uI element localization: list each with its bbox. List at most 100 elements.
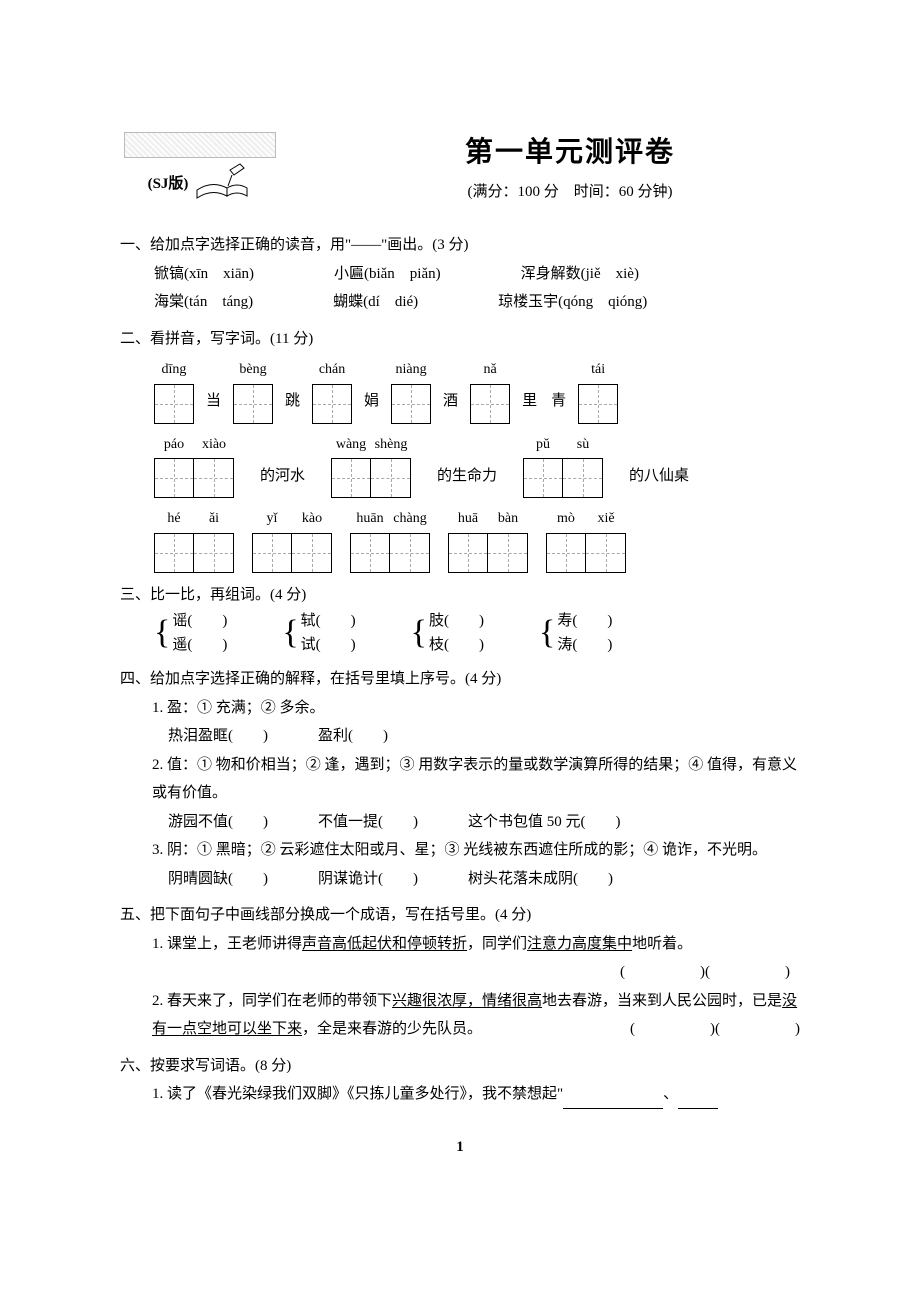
pinyin: dīng bbox=[154, 357, 194, 384]
blank-input[interactable] bbox=[678, 1093, 718, 1109]
s5-q1-paren[interactable]: ( )( ) bbox=[120, 958, 800, 987]
book-pen-icon bbox=[192, 160, 252, 200]
char-box[interactable] bbox=[391, 384, 431, 424]
text: ，全是来春游的少先队员。 bbox=[302, 1021, 482, 1037]
char-box[interactable] bbox=[578, 384, 618, 424]
s1-item: 锨镐(xīn xiān) bbox=[154, 260, 254, 289]
pinyin: kào bbox=[292, 506, 332, 533]
s2-row1: dīng 当 bèng 跳 chán 娟 niàng 酒 nǎ 里 青 tái bbox=[154, 357, 800, 424]
pinyin: yǐ bbox=[252, 506, 292, 533]
pinyin: pǔ bbox=[523, 432, 563, 459]
pinyin: huā bbox=[448, 506, 488, 533]
header-left: (SJ版) bbox=[120, 132, 280, 200]
pinyin: niàng bbox=[391, 357, 431, 384]
main-title: 第一单元测评卷 bbox=[340, 130, 800, 170]
brace-icon: { bbox=[411, 616, 427, 650]
char-box[interactable] bbox=[371, 458, 411, 498]
text: 1. 读了《春光染绿我们双脚》《只拣儿童多处行》，我不禁想起" bbox=[152, 1086, 563, 1102]
underline-phrase: 声音高低起伏和停顿转折 bbox=[302, 936, 467, 952]
char-box[interactable] bbox=[194, 458, 234, 498]
hanzi-after: 的八仙桌 bbox=[629, 462, 689, 499]
word: 轼( bbox=[301, 613, 321, 629]
s2-row2: páoxiào 的河水 wàngshèng 的生命力 pǔsù 的八仙桌 bbox=[154, 432, 800, 499]
s1-item: 海棠(tán táng) bbox=[154, 288, 253, 317]
subtitle: (满分：100 分 时间：60 分钟) bbox=[340, 180, 800, 201]
word: 谣( bbox=[172, 613, 192, 629]
opt: 阴晴圆缺( ) bbox=[168, 865, 268, 894]
text: 2. 春天来了，同学们在老师的带领下 bbox=[152, 993, 392, 1009]
s1-item: 蝴蝶(dí dié) bbox=[333, 288, 418, 317]
header: (SJ版) 第一单元测评卷 (满分：100 分 时间：60 分钟) bbox=[120, 130, 800, 201]
section-6-head: 六、按要求写词语。(8 分) bbox=[120, 1052, 800, 1081]
char-box[interactable] bbox=[154, 384, 194, 424]
pinyin: hé bbox=[154, 506, 194, 533]
pinyin: nǎ bbox=[470, 357, 510, 384]
char-box[interactable] bbox=[233, 384, 273, 424]
logo-scratch bbox=[124, 132, 276, 158]
pinyin: bàn bbox=[488, 506, 528, 533]
sj-edition: (SJ版) bbox=[148, 172, 189, 193]
section-1-head: 一、给加点字选择正确的读音，用"——"画出。(3 分) bbox=[120, 231, 800, 260]
s1-row2: 海棠(tán táng) 蝴蝶(dí dié) 琼楼玉宇(qóng qióng) bbox=[120, 288, 800, 317]
char-box[interactable] bbox=[312, 384, 352, 424]
brace-icon: { bbox=[539, 616, 555, 650]
word: 枝( bbox=[429, 637, 449, 653]
char-box[interactable] bbox=[390, 533, 430, 573]
word: 肢( bbox=[429, 613, 449, 629]
hanzi-after: 娟 bbox=[364, 387, 379, 424]
char-box[interactable] bbox=[154, 533, 194, 573]
hanzi-after: 跳 bbox=[285, 387, 300, 424]
hanzi-after: 的生命力 bbox=[437, 462, 497, 499]
s6-q1: 1. 读了《春光染绿我们双脚》《只拣儿童多处行》，我不禁想起" 、 bbox=[120, 1080, 800, 1109]
text: 1. 课堂上，王老师讲得 bbox=[152, 936, 302, 952]
word: 试( bbox=[301, 637, 321, 653]
s1-item: 小匾(biǎn piǎn) bbox=[334, 260, 441, 289]
char-box[interactable] bbox=[546, 533, 586, 573]
page-number: 1 bbox=[120, 1139, 800, 1156]
s2-row3: héǎi yǐkào huānchàng huābàn mòxiě bbox=[154, 506, 800, 573]
opt: 盈利( ) bbox=[318, 722, 388, 751]
char-box[interactable] bbox=[350, 533, 390, 573]
char-box[interactable] bbox=[194, 533, 234, 573]
s1-item: 琼楼玉宇(qóng qióng) bbox=[498, 288, 647, 317]
pinyin: sù bbox=[563, 432, 603, 459]
char-box[interactable] bbox=[488, 533, 528, 573]
s5-q2: 2. 春天来了，同学们在老师的带领下兴趣很浓厚，情绪很高地去春游，当来到人民公园… bbox=[120, 987, 800, 1044]
char-box[interactable] bbox=[470, 384, 510, 424]
char-box[interactable] bbox=[586, 533, 626, 573]
opt: 不值一提( ) bbox=[318, 808, 418, 837]
pinyin: shèng bbox=[371, 432, 411, 459]
s1-row1: 锨镐(xīn xiān) 小匾(biǎn piǎn) 浑身解数(jiě xiè) bbox=[120, 260, 800, 289]
s5-q2-paren[interactable]: ( )( ) bbox=[630, 1015, 800, 1044]
pinyin: huān bbox=[350, 506, 390, 533]
pinyin: ǎi bbox=[194, 506, 234, 533]
pinyin: tái bbox=[578, 357, 618, 384]
char-box[interactable] bbox=[252, 533, 292, 573]
s5-q1: 1. 课堂上，王老师讲得声音高低起伏和停顿转折，同学们注意力高度集中地听着。 bbox=[120, 930, 800, 959]
word: 涛( bbox=[557, 637, 577, 653]
char-box[interactable] bbox=[331, 458, 371, 498]
pinyin: wàng bbox=[331, 432, 371, 459]
char-box[interactable] bbox=[563, 458, 603, 498]
section-3-head: 三、比一比，再组词。(4 分) bbox=[120, 581, 800, 610]
brace-icon: { bbox=[282, 616, 298, 650]
opt: 这个书包值 50 元( ) bbox=[468, 808, 621, 837]
char-box[interactable] bbox=[154, 458, 194, 498]
char-box[interactable] bbox=[292, 533, 332, 573]
hanzi-after: 酒 bbox=[443, 387, 458, 424]
pinyin: chàng bbox=[390, 506, 430, 533]
section-2-head: 二、看拼音，写字词。(11 分) bbox=[120, 325, 800, 354]
section-5-head: 五、把下面句子中画线部分换成一个成语，写在括号里。(4 分) bbox=[120, 901, 800, 930]
text: 地去春游，当来到人民公园时，已是 bbox=[542, 993, 782, 1009]
hanzi-after: 当 bbox=[206, 387, 221, 424]
char-box[interactable] bbox=[448, 533, 488, 573]
text: 、 bbox=[663, 1086, 678, 1102]
s1-item: 浑身解数(jiě xiè) bbox=[521, 260, 639, 289]
section-4-head: 四、给加点字选择正确的解释，在括号里填上序号。(4 分) bbox=[120, 665, 800, 694]
pinyin: páo bbox=[154, 432, 194, 459]
brace-icon: { bbox=[154, 616, 170, 650]
blank-input[interactable] bbox=[563, 1093, 663, 1109]
underline-phrase: 注意力高度集中 bbox=[527, 936, 632, 952]
opt: 游园不值( ) bbox=[168, 808, 268, 837]
char-box[interactable] bbox=[523, 458, 563, 498]
